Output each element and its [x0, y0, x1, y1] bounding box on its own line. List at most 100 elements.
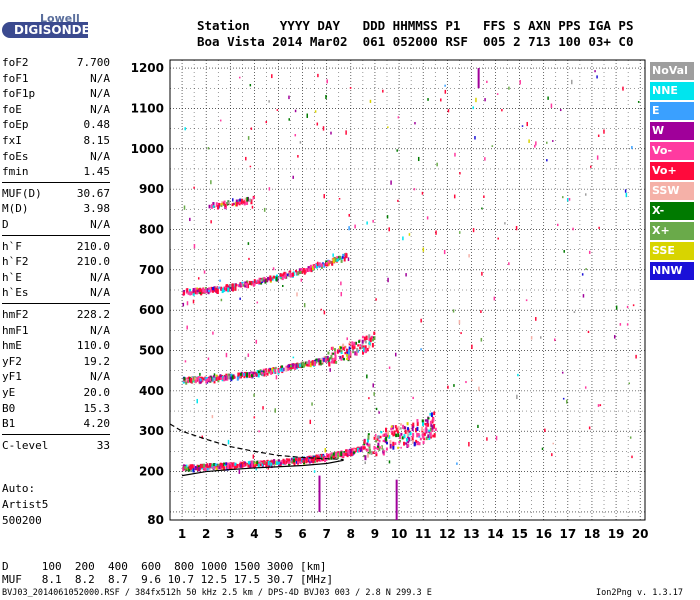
echo-point	[339, 255, 342, 260]
echo-point	[197, 376, 200, 379]
echo-point	[313, 456, 316, 462]
echo-point	[389, 443, 392, 449]
noise-point	[314, 110, 317, 113]
echo-point	[376, 435, 379, 439]
echo-point	[342, 347, 345, 351]
echo-point	[367, 433, 370, 436]
echo-point	[284, 273, 287, 277]
noise-point	[635, 354, 637, 359]
echo-point	[224, 464, 227, 468]
echo-point	[212, 375, 215, 378]
echo-point	[188, 466, 191, 470]
noise-point	[372, 219, 374, 223]
echo-point	[203, 377, 206, 380]
noise-point	[587, 330, 590, 334]
echo-point	[280, 460, 283, 463]
noise-point	[412, 396, 414, 400]
echo-point	[335, 451, 338, 455]
noise-point	[562, 397, 565, 400]
echo-point	[295, 363, 298, 369]
echo-point	[234, 463, 237, 469]
noise-point	[495, 435, 498, 441]
echo-point	[212, 289, 215, 293]
noise-point	[596, 75, 598, 79]
echo-point	[221, 377, 224, 382]
echo-point	[376, 445, 379, 450]
echo-point	[406, 431, 409, 437]
noise-point	[373, 392, 375, 396]
echo-point	[347, 353, 350, 357]
echo-point	[425, 436, 428, 441]
echo-point	[353, 343, 356, 349]
echo-point	[318, 457, 321, 462]
echo-point	[225, 373, 228, 377]
echo-point	[289, 273, 292, 278]
echo-point	[317, 454, 320, 457]
echo-point	[210, 286, 213, 290]
parameter-row: B1 4.20	[2, 416, 110, 432]
x-tick-label: 3	[226, 527, 234, 541]
echo-point	[246, 200, 249, 205]
noise-point	[247, 353, 250, 357]
echo-point	[336, 259, 339, 262]
echo-point	[422, 435, 425, 439]
parameter-value: 15.3	[83, 401, 111, 415]
echo-point	[281, 274, 284, 278]
echo-point	[237, 284, 240, 288]
echo-point	[256, 279, 259, 282]
noise-point	[632, 304, 635, 307]
echo-point	[221, 288, 224, 294]
noise-point	[619, 323, 622, 326]
echo-point	[240, 198, 243, 204]
parameter-value: N/A	[90, 286, 110, 300]
echo-point	[402, 424, 405, 429]
noise-point	[369, 99, 372, 103]
echo-point	[408, 430, 411, 434]
echo-point	[238, 372, 241, 376]
noise-point	[271, 74, 273, 79]
noise-point	[193, 186, 195, 189]
echo-point	[428, 430, 431, 433]
x-tick-label: 12	[439, 527, 456, 541]
echo-point	[390, 430, 393, 433]
echo-point	[433, 411, 436, 416]
echo-point	[267, 460, 270, 466]
echo-point	[342, 343, 345, 348]
echo-point	[272, 367, 275, 370]
echo-point	[336, 349, 339, 354]
echo-point	[378, 446, 381, 449]
echo-point	[236, 463, 239, 468]
echo-point	[361, 339, 364, 344]
echo-point	[231, 375, 234, 380]
echo-point	[345, 348, 348, 352]
parameter-name: h`F2	[2, 255, 29, 269]
echo-point	[428, 429, 431, 432]
noise-point	[252, 197, 255, 200]
noise-point	[253, 393, 255, 397]
echo-point	[187, 379, 190, 384]
echo-point	[213, 464, 216, 469]
echo-point	[341, 345, 344, 350]
echo-point	[274, 367, 277, 371]
echo-point	[234, 462, 237, 466]
echo-point	[400, 423, 403, 426]
parameter-name: foF2	[2, 56, 29, 69]
echo-point	[213, 286, 216, 291]
noise-point	[427, 98, 429, 101]
noise-point	[375, 407, 378, 411]
echo-point	[219, 462, 222, 465]
noise-point	[478, 386, 480, 391]
echo-point	[246, 372, 249, 378]
echo-point	[226, 375, 229, 379]
parameter-value: 0.48	[83, 118, 111, 132]
noise-point	[396, 149, 398, 152]
noise-point	[508, 262, 510, 266]
echo-point	[252, 371, 255, 375]
parameter-row: foE N/A	[2, 102, 110, 118]
echo-point	[213, 463, 216, 466]
echo-point	[299, 459, 302, 464]
echo-point	[205, 464, 208, 469]
echo-point	[310, 457, 313, 461]
noise-point	[182, 302, 185, 307]
noise-point	[212, 331, 214, 335]
